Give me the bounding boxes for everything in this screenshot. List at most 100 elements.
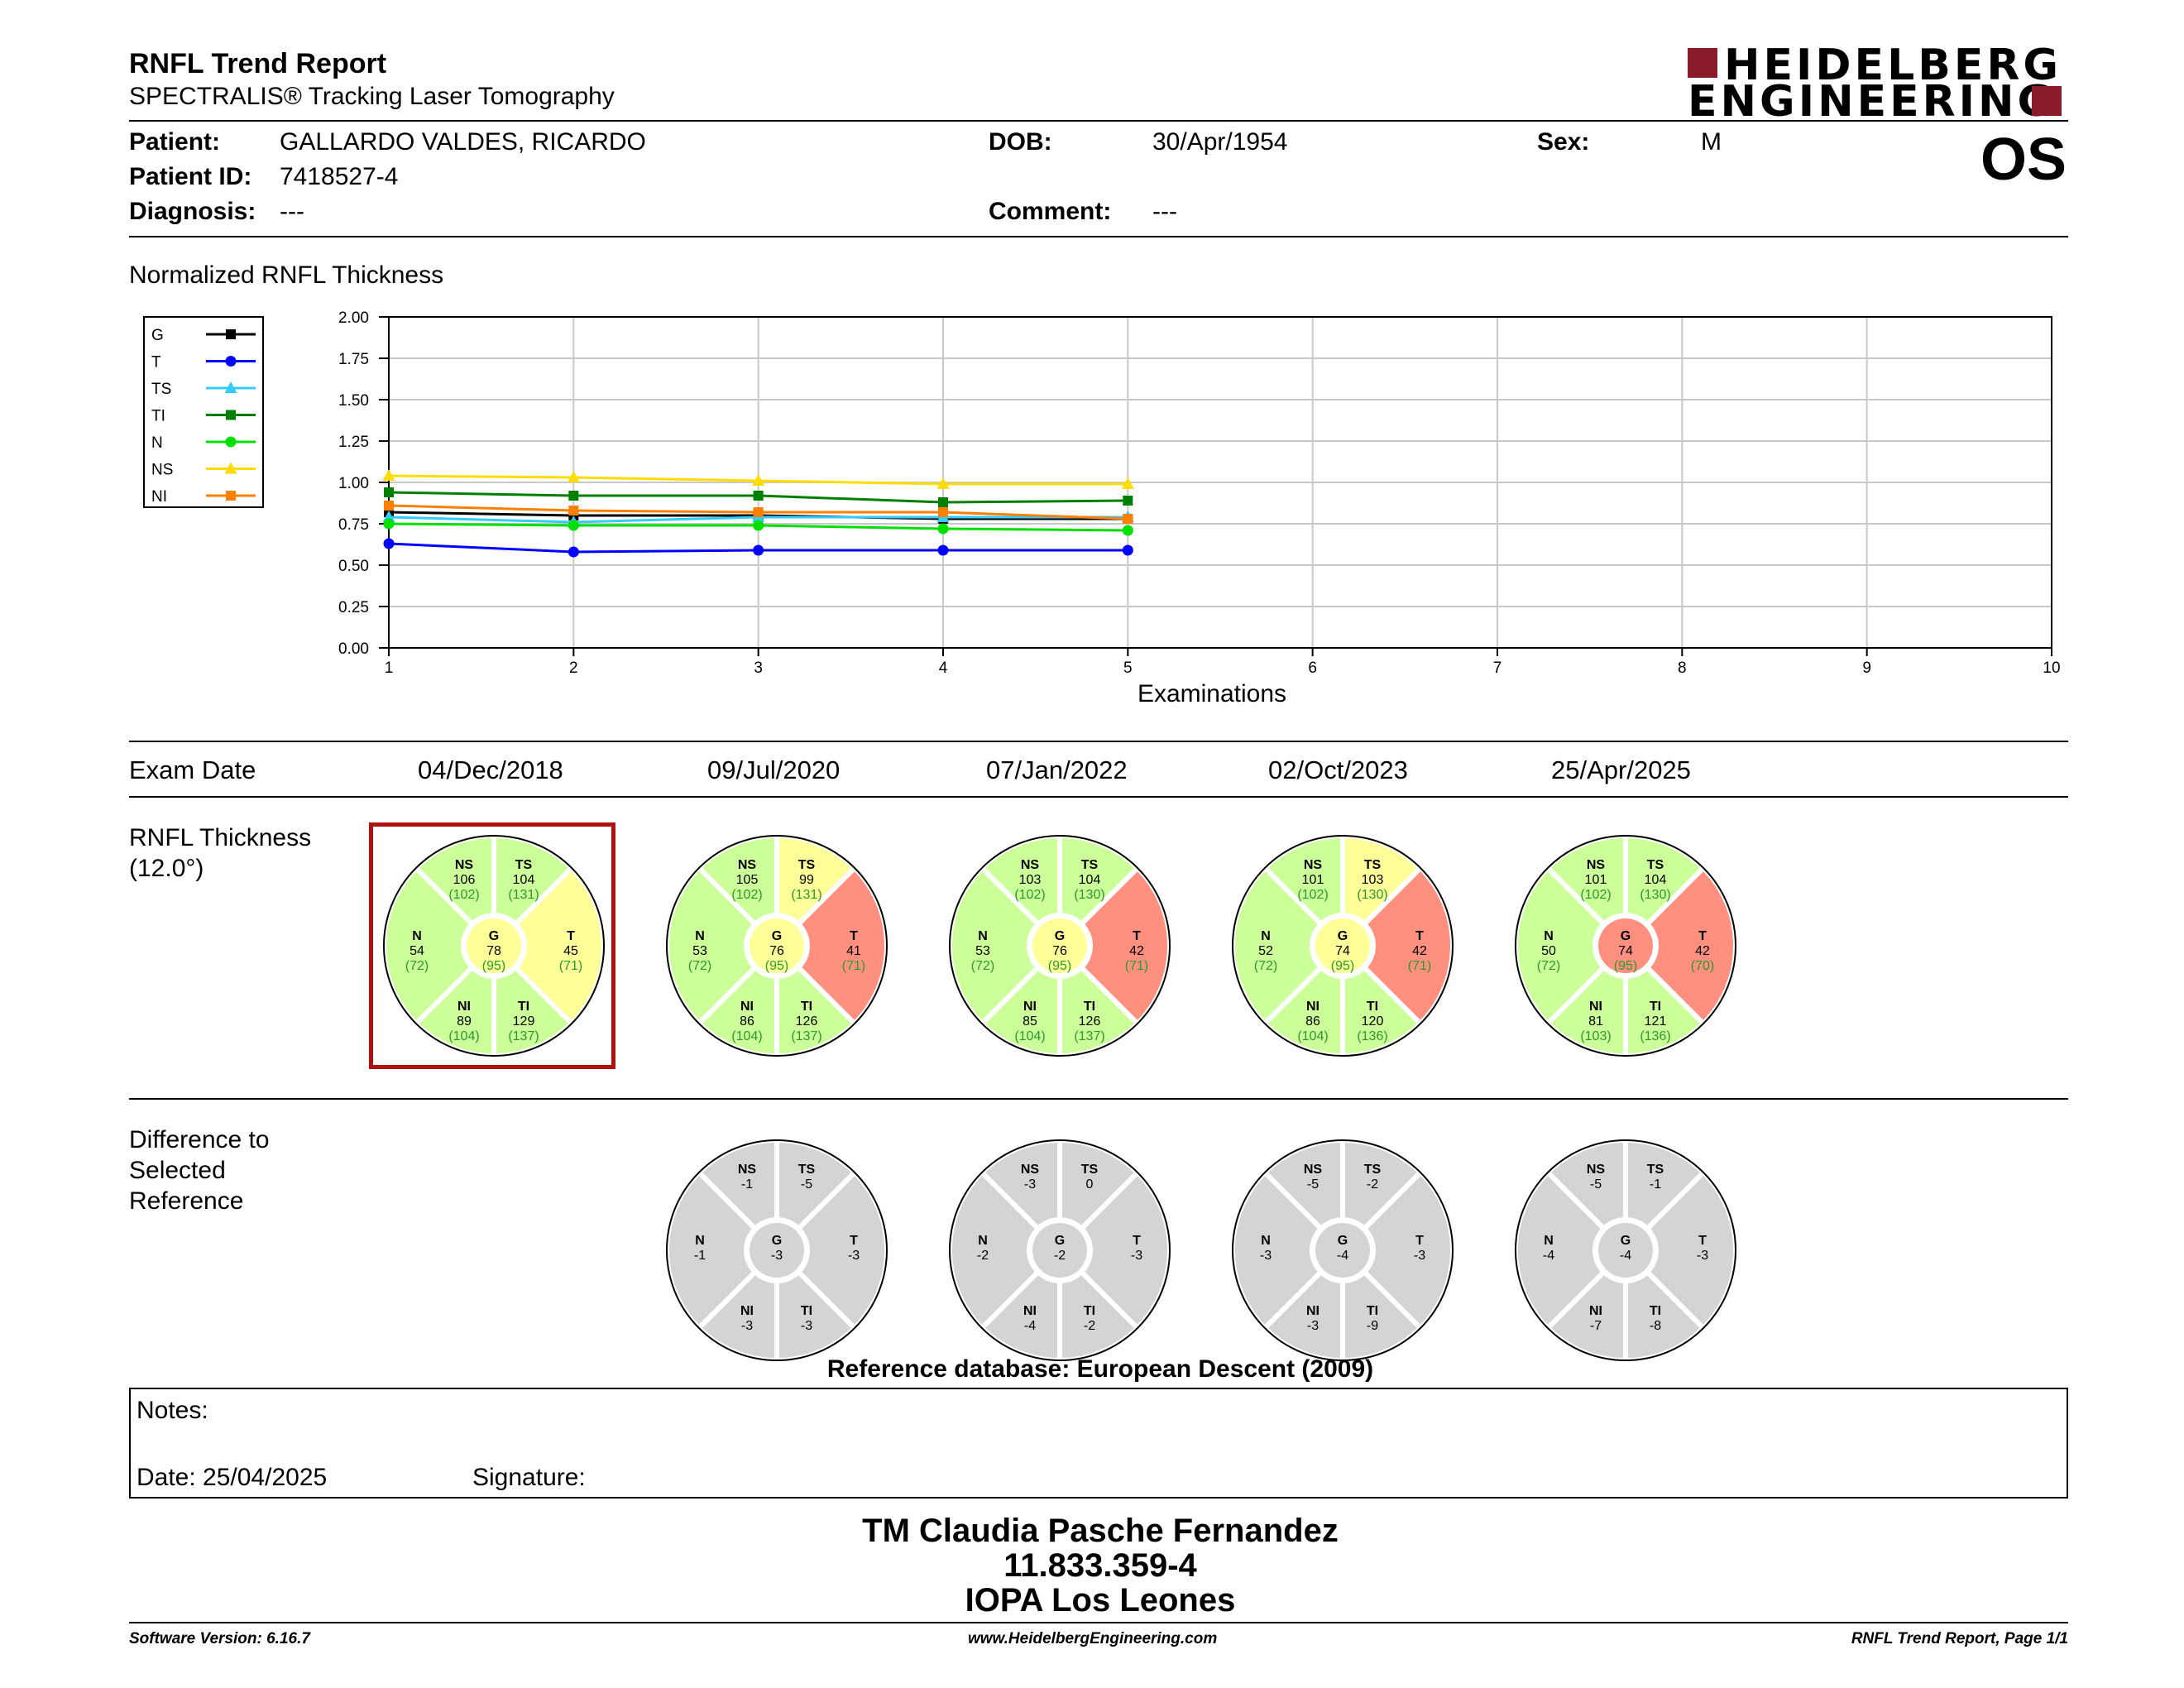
website-link[interactable]: www.HeidelbergEngineering.com: [968, 1630, 1218, 1647]
sector-name-g: G: [1621, 929, 1631, 943]
sector-difference: -1: [1650, 1177, 1661, 1192]
sector-thickness: 76: [769, 944, 784, 958]
x-tick-label: 9: [1862, 659, 1871, 677]
sector-difference: -3: [848, 1249, 860, 1263]
patient-name: GALLARDO VALDES, RICARDO: [280, 128, 646, 156]
x-tick-label: 4: [939, 659, 948, 677]
sector-g: [1315, 1223, 1370, 1278]
institution: IOPA Los Leones: [965, 1582, 1236, 1618]
x-tick-label: 8: [1678, 659, 1687, 677]
sector-name-ni: NI: [1589, 1304, 1602, 1318]
data-point-t: [937, 544, 949, 556]
legend-marker: [226, 329, 236, 339]
sector-name-g: G: [1338, 929, 1348, 943]
legend-marker: [225, 436, 237, 448]
difference-label: Difference to: [129, 1126, 270, 1153]
x-tick-label: 10: [2043, 659, 2060, 677]
sector-thickness: 41: [846, 944, 861, 958]
sector-name-ns: NS: [1021, 858, 1040, 872]
sector-thickness: 78: [486, 944, 501, 958]
heidelberg-logo: HEIDELBERG ENGINEERING: [1688, 44, 2068, 123]
sector-thickness: 126: [796, 1014, 818, 1029]
sector-name-ts: TS: [798, 1163, 816, 1177]
sector-name-g: G: [772, 1234, 782, 1248]
difference-label: Reference: [129, 1187, 244, 1215]
sector-name-ni: NI: [1306, 1000, 1320, 1014]
patient-label: Patient:: [129, 128, 221, 156]
sector-name-ni: NI: [1306, 1304, 1320, 1318]
sector-reference: (102): [1014, 888, 1045, 902]
sector-thickness: 101: [1585, 873, 1607, 887]
sector-name-ti: TI: [1367, 1304, 1378, 1318]
sector-name-ts: TS: [1647, 1163, 1664, 1177]
sector-difference: -5: [1590, 1177, 1602, 1192]
sector-thickness: 45: [563, 944, 578, 958]
sector-difference: -3: [741, 1319, 753, 1333]
sector-thickness: 52: [1258, 944, 1273, 958]
sector-reference: (95): [765, 959, 788, 973]
difference-circle: NS-5TS-2N-3G-4T-3NI-3TI-9: [1230, 1137, 1455, 1364]
data-point-ts: [382, 511, 395, 522]
sector-reference: (131): [508, 888, 539, 902]
sector-name-ts: TS: [1081, 1163, 1099, 1177]
sector-name-ts: TS: [1081, 858, 1099, 872]
exam-date-label: Exam Date: [129, 755, 256, 784]
legend-marker: [226, 491, 236, 501]
patient-id: 7418527-4: [280, 163, 399, 190]
x-tick-label: 1: [385, 659, 394, 677]
comment-value: ---: [1152, 198, 1177, 225]
sector-reference: (136): [1357, 1029, 1387, 1043]
sector-reference: (137): [791, 1029, 821, 1043]
divider: [129, 1622, 2068, 1623]
sector-name-t: T: [567, 929, 575, 943]
sector-thickness: 104: [513, 873, 535, 887]
sector-name-ti: TI: [1367, 1000, 1378, 1014]
sector-thickness: 50: [1541, 944, 1556, 958]
sector-g: [1598, 918, 1653, 973]
sector-difference: -2: [977, 1249, 989, 1263]
circle-outline: [666, 835, 888, 1057]
circle-outline: [666, 1139, 888, 1361]
data-point-ti: [384, 487, 394, 497]
diagnosis-value: ---: [280, 198, 304, 225]
sector-g: [1315, 918, 1370, 973]
sector-reference: (71): [1125, 959, 1148, 973]
data-point-ni: [384, 501, 394, 511]
sector-thickness: 89: [457, 1014, 472, 1029]
sector-difference: -3: [801, 1319, 812, 1333]
x-tick-label: 5: [1123, 659, 1133, 677]
data-point-ti: [1123, 496, 1133, 506]
sector-name-ni: NI: [1589, 1000, 1602, 1014]
notes-box[interactable]: Notes: Date: 25/04/2025 Signature:: [129, 1388, 2068, 1499]
sector-g: [1032, 918, 1087, 973]
sector-difference: -3: [1414, 1249, 1425, 1263]
sector-thickness: 103: [1362, 873, 1384, 887]
sector-reference: (103): [1580, 1029, 1611, 1043]
sector-name-n: N: [1544, 929, 1554, 943]
sector-reference: (137): [1074, 1029, 1104, 1043]
sector-name-ns: NS: [1587, 858, 1606, 872]
sector-thickness: 120: [1362, 1014, 1384, 1029]
sector-name-g: G: [1055, 929, 1065, 943]
sector-thickness: 42: [1412, 944, 1427, 958]
logo-square-bottom: [2032, 86, 2062, 116]
sector-thickness: 104: [1645, 873, 1667, 887]
data-point-ns: [382, 469, 395, 481]
difference-circle: NS-1TS-5N-1G-3T-3NI-3TI-3: [664, 1137, 889, 1364]
sector-name-ts: TS: [1647, 858, 1664, 872]
x-tick-label: 7: [1493, 659, 1502, 677]
exam-date: 25/Apr/2025: [1551, 755, 1691, 784]
legend-box: [143, 316, 264, 508]
sector-name-ns: NS: [1587, 1163, 1606, 1177]
sector-reference: (71): [842, 959, 865, 973]
sector-reference: (102): [448, 888, 479, 902]
rnfl-thickness-angle: (12.0°): [129, 855, 204, 882]
sex-label: Sex:: [1537, 128, 1590, 156]
sector-difference: -4: [1543, 1249, 1554, 1263]
sector-thickness: 86: [1305, 1014, 1320, 1029]
legend-label: TS: [151, 381, 171, 398]
sector-name-n: N: [978, 1234, 988, 1248]
sector-reference: (102): [731, 888, 762, 902]
